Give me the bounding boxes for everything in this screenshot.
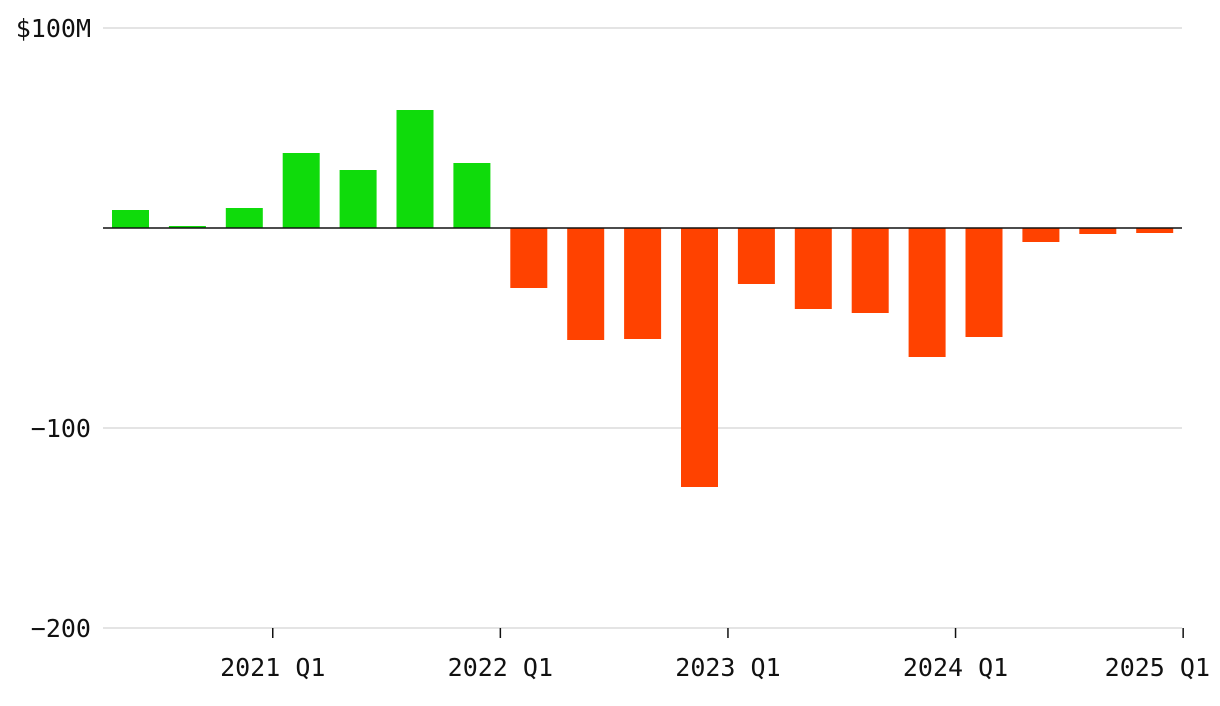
bar-2021-q3 [396,110,434,228]
bar-2023-q3 [851,228,889,313]
bar-2021-q2 [339,170,377,228]
y-tick-label: −200 [31,614,91,643]
bar-2024-q4 [1136,228,1174,233]
x-tick-label: 2024 Q1 [903,653,1008,682]
x-tick-label: 2023 Q1 [675,653,780,682]
bar-2020-q2 [112,210,149,228]
bar-2024-q3 [1079,228,1117,234]
grid-lines [103,27,1182,629]
bar-2022-q1 [510,228,548,288]
bar-2022-q3 [624,228,662,339]
x-tick-label: 2022 Q1 [448,653,553,682]
bar-2023-q1 [737,228,775,284]
x-tick-label: 2025 Q1 [1105,653,1210,682]
bar-2023-q4 [908,228,946,357]
bar-2021-q4 [453,163,491,228]
x-tick-label: 2021 Q1 [220,653,325,682]
bar-2024-q1 [965,228,1003,337]
bar-2022-q4 [681,228,718,487]
bar-2024-q2 [1022,228,1060,242]
bar-2020-q3 [168,226,206,228]
bar-2021-q1 [282,153,320,228]
bar-2020-q4 [225,208,263,228]
y-tick-label: −100 [31,414,91,443]
x-axis: 2021 Q1 2022 Q1 2023 Q1 2024 Q1 2025 Q1 [220,628,1210,682]
bar-2023-q2 [794,228,832,309]
bar-2022-q2 [567,228,605,340]
y-tick-label: $100M [16,14,91,43]
y-axis-labels: $100M −100 −200 [16,14,91,643]
bars [112,110,1174,487]
